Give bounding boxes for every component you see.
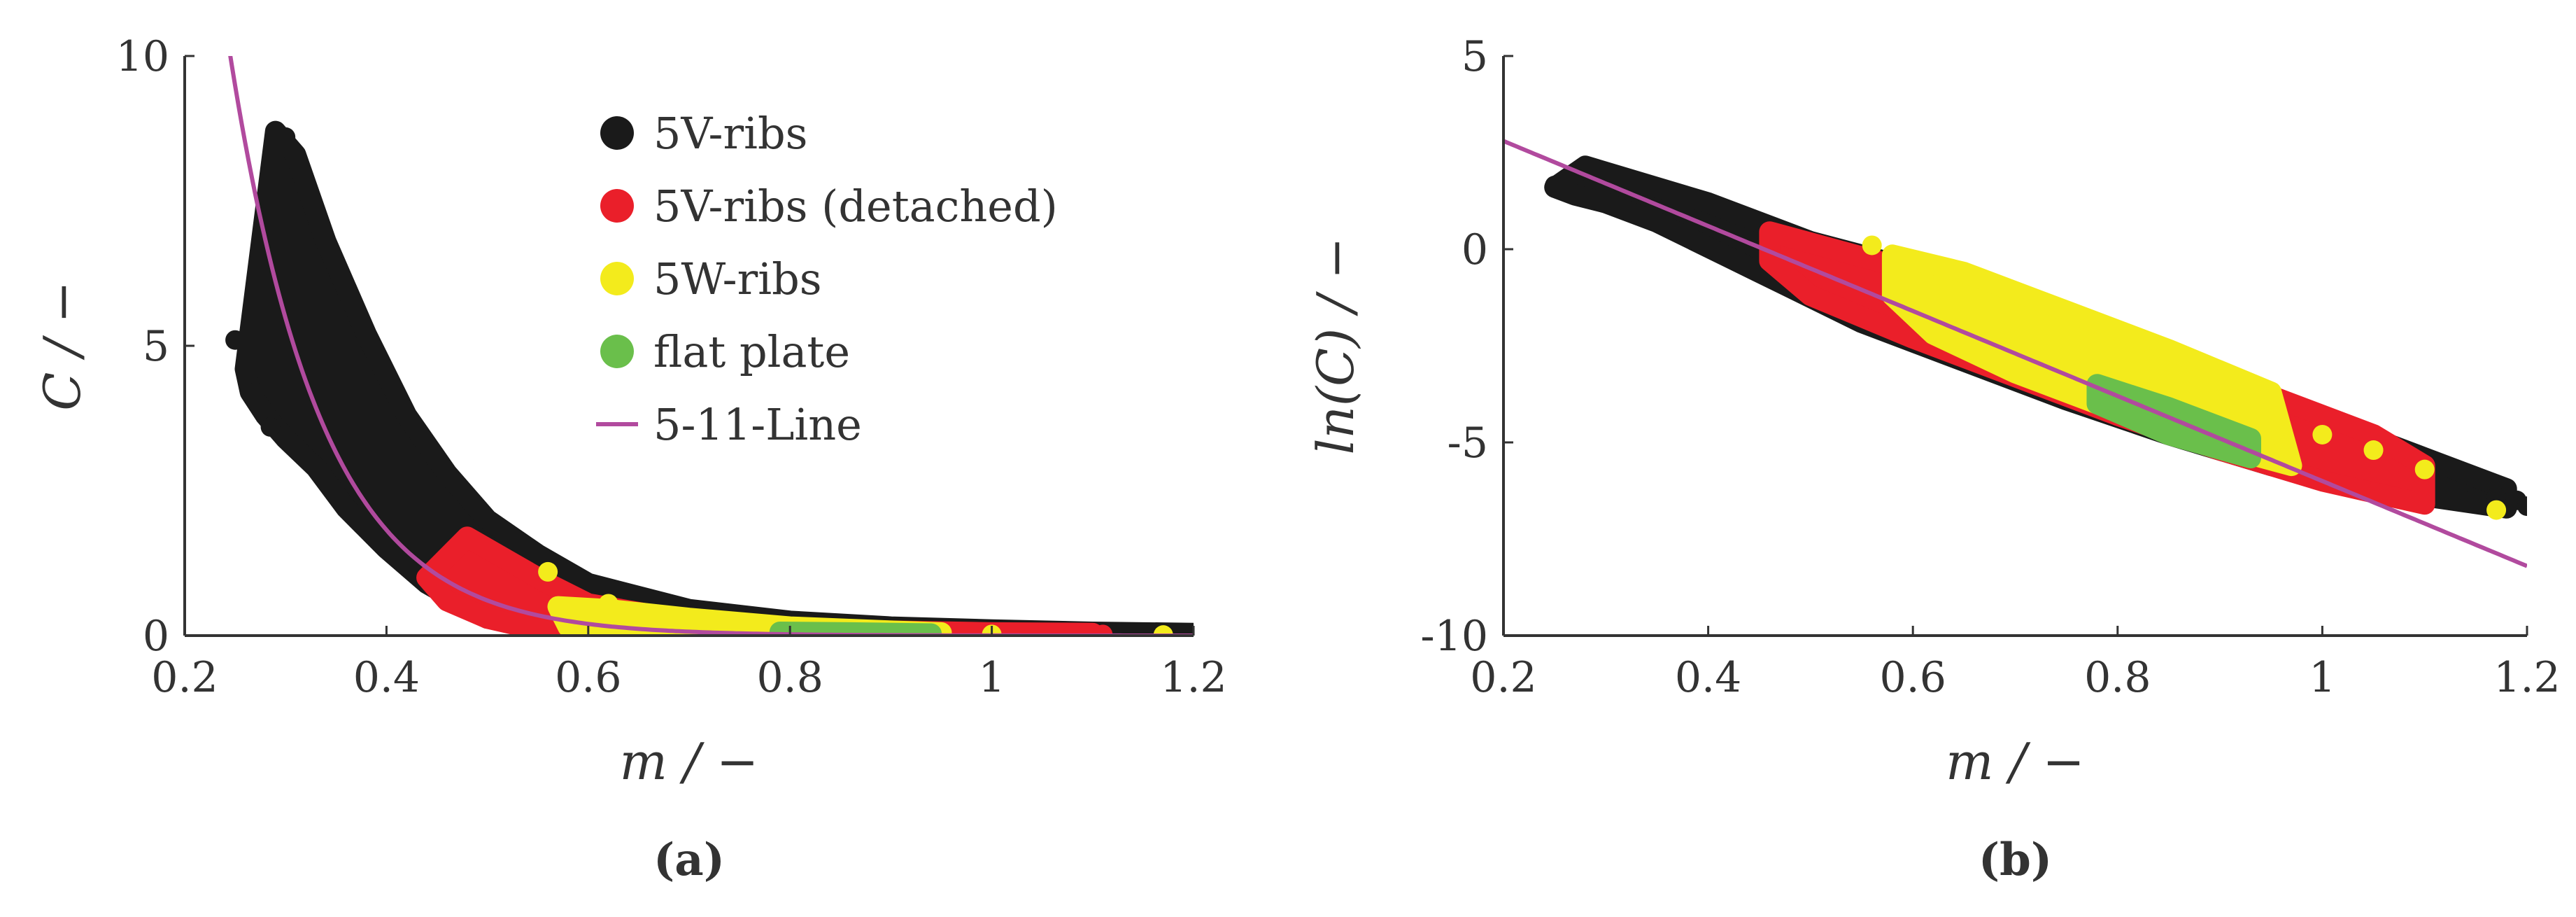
scatter-point [1153,625,1173,636]
legend-label: 5V-ribs (detached) [653,181,1058,232]
x-tick-label: 1 [979,653,1005,702]
scatter-point [2517,496,2527,517]
scatter-point [245,382,265,402]
legend: 5V-ribs 5V-ribs (detached) 5W-ribs flat pla… [596,108,1058,450]
scatter-point [260,416,281,437]
x-tick-label: 1 [2309,653,2335,702]
legend-marker [600,335,634,368]
legend-marker [600,262,634,295]
x-tick-label: 0.2 [151,653,218,702]
panel-caption: (b) [1979,834,2052,886]
x-tick-label: 0.4 [353,653,420,702]
y-tick-label: 0 [1462,225,1488,274]
y-tick-label: -10 [1420,612,1488,661]
scatter-point [2363,440,2384,461]
scatter-point [2486,486,2507,507]
y-tick-label: -5 [1448,419,1488,468]
scatter-point [1032,624,1052,636]
y-axis-label: ln(C) / − [1306,237,1365,454]
x-tick-label: 1.2 [2493,653,2560,702]
scatter-point [2486,500,2507,520]
chart-panel-a: 0.2 0.4 0.6 0.8 1 1.2 0 5 10 m / − C / − (a) 5V-ribs… [33,32,1227,886]
y-axis-label: C / − [33,281,92,410]
legend-label: flat plate [653,326,850,377]
scatter-point [1545,175,1565,195]
x-tick-label: 0.2 [1470,653,1536,702]
scatter-point [1093,624,1113,636]
legend-label: 5V-ribs [653,108,807,159]
plot-data-a [225,56,1194,636]
x-tick-label: 1.2 [1160,653,1226,702]
scatter-point [1133,624,1153,636]
scatter-band [234,120,1194,636]
scatter-point [1862,235,1882,255]
x-tick-label: 0.6 [1879,653,1946,702]
scatter-point [2312,424,2333,444]
series-5v-ribs-a [225,120,1194,636]
scatter-point [2414,459,2435,479]
scatter-point [598,594,618,614]
scatter-point [538,561,558,582]
scatter-point [1062,624,1082,636]
chart-panel-b: 0.2 0.4 0.6 0.8 1 1.2 -10 -5 0 5 m / − ln(C) / − (b) [1306,32,2561,886]
scatter-point [276,127,296,147]
scatter-point [1184,625,1194,636]
x-axis-label: m / − [620,732,759,791]
legend-label: 5-11-Line [653,399,862,450]
x-tick-label: 0.6 [555,653,621,702]
y-tick-label: 5 [143,322,169,371]
x-tick-label: 0.4 [1675,653,1741,702]
panel-caption: (a) [653,834,725,886]
y-tick-label: 5 [1462,32,1488,81]
legend-marker [600,189,634,223]
legend-marker [600,116,634,150]
plot-data-b [1503,139,2527,568]
legend-label: 5W-ribs [653,253,822,304]
x-tick-label: 0.8 [756,653,823,702]
scatter-point [225,330,246,350]
y-tick-label: 10 [116,32,169,81]
x-axis-label: m / − [1946,732,2085,791]
y-tick-label: 0 [143,612,169,661]
fit-line-5-11 [1503,139,2527,568]
x-tick-label: 0.8 [2084,653,2151,702]
